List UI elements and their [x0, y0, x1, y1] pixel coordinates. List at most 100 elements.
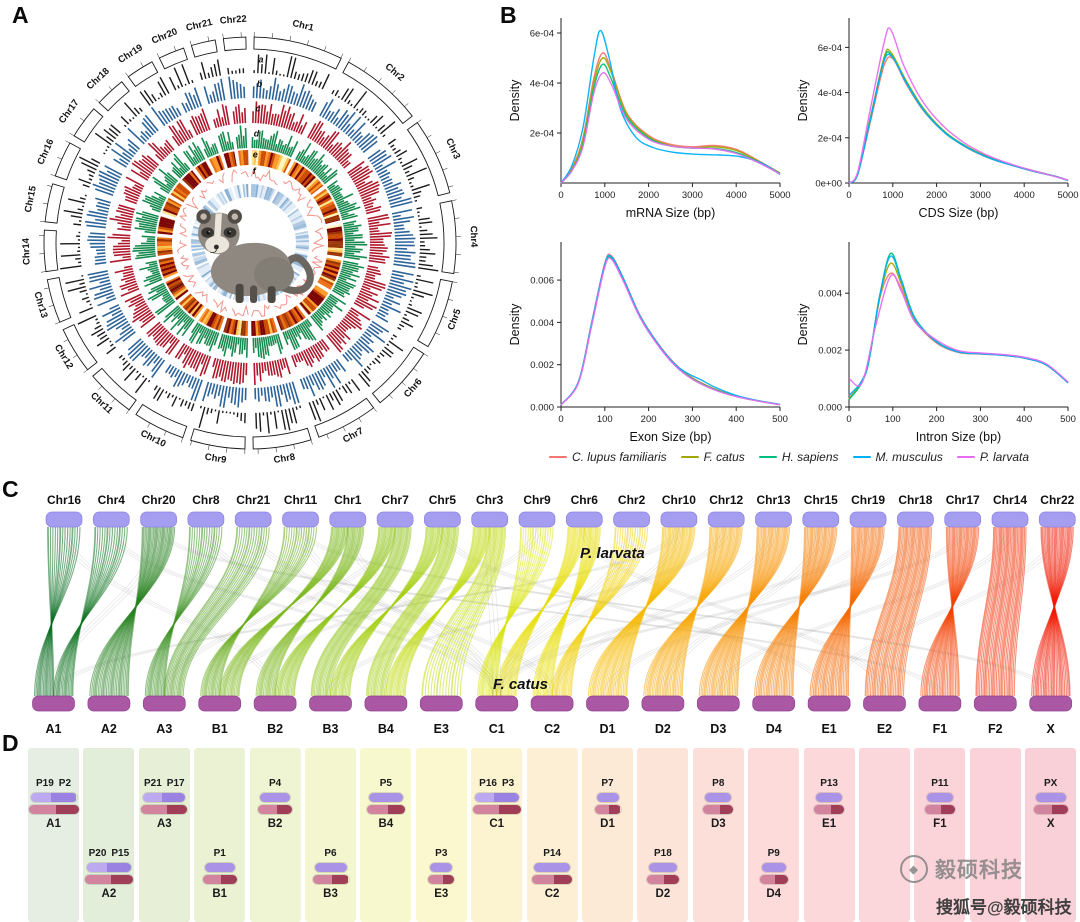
svg-text:d: d: [254, 129, 260, 139]
top-chromosome-block: [92, 511, 130, 528]
density-plot-exon: 0.000 0.002 0.004 0.006 0 100 200 300 400 500 Exon…: [505, 230, 793, 454]
svg-text:200: 200: [641, 414, 657, 425]
legend-color-swatch: [956, 455, 975, 459]
p-chromosome-label: P3: [501, 778, 515, 789]
p-chromosome-labels: P20 P15: [89, 848, 130, 860]
cat-chromosome-bar: [83, 874, 134, 885]
ideogram-block-X: PX X: [1025, 778, 1076, 830]
circos-chromosome-axis: Chr1 Chr2 Chr3 Chr4 Chr5 Chr6 Chr7 Chr8 Chr9 Chr1…: [21, 14, 480, 466]
p-chromosome-bar: [259, 792, 292, 803]
chromosome-segment: [719, 805, 734, 814]
ideogram-column-D4: P9 D4: [748, 748, 800, 922]
top-chromosome-label: Chr3: [476, 493, 504, 507]
bottom-chromosome-block: [142, 695, 186, 712]
top-chromosome-block: [802, 511, 840, 528]
bottom-chromosome-block: [696, 695, 740, 712]
bottom-chromosome-block: [973, 695, 1017, 712]
legend-item: C. lupus familiaris: [548, 450, 667, 464]
top-chromosome-label: Chr20: [142, 493, 176, 507]
p-chromosome-bar: [473, 792, 520, 803]
top-chromosome-label: Chr17: [946, 493, 980, 507]
top-chromosome-label: Chr8: [192, 493, 220, 507]
top-chromosome-label: Chr22: [1040, 493, 1074, 507]
density-series: [560, 72, 781, 184]
p-chromosome-label: P5: [379, 778, 392, 789]
bottom-chromosome-block: [32, 695, 75, 712]
svg-text:4000: 4000: [726, 190, 747, 201]
bottom-chromosome-label: A3: [156, 722, 172, 736]
chromosome-segment: [162, 793, 186, 802]
chromosome-segment: [1035, 793, 1066, 802]
legend-item: P. larvata: [956, 450, 1030, 464]
chromosome-segment: [1052, 805, 1068, 814]
top-chromosome-label: Chr15: [804, 493, 838, 507]
svg-text:0.000: 0.000: [818, 403, 842, 414]
svg-text:Chr17: Chr17: [57, 97, 82, 125]
chromosome-segment: [941, 805, 955, 814]
bottom-chromosome-block: [253, 695, 297, 712]
p-chromosome-label: P8: [712, 778, 725, 789]
density-series: [560, 253, 781, 406]
chromosome-segment: [816, 793, 843, 802]
ideogram-column-F1: P11 F1: [914, 748, 966, 922]
bottom-chromosome-label: B4: [378, 722, 394, 736]
chromosome-segment: [472, 805, 500, 814]
ideogram-column-X: PX X: [1025, 748, 1077, 922]
cat-chromosome-label: D3: [710, 818, 726, 830]
cat-chromosome-bar: [427, 874, 456, 885]
chromosome-segment: [926, 793, 953, 802]
top-chromosome-label: Chr16: [47, 493, 81, 507]
legend-species-name: F. catus: [703, 450, 745, 464]
ideogram-block-B2: P4 B2: [250, 778, 301, 830]
chromosome-segment: [260, 793, 291, 802]
cat-chromosome-label: D1: [600, 818, 615, 830]
chromosome-segment: [924, 805, 942, 814]
svg-text:e: e: [253, 150, 258, 160]
cat-chromosome-bar: [645, 874, 680, 885]
watermark-handle: 搜狐号@毅硕科技区: [936, 898, 1072, 917]
y-axis-label: Density: [508, 79, 522, 121]
chromosome-segment: [442, 875, 455, 884]
top-species-label: P. larvata: [580, 545, 645, 562]
panel-b-label: B: [500, 2, 517, 28]
bottom-chromosome-label: B1: [212, 722, 228, 736]
svg-text:b: b: [257, 79, 263, 89]
svg-text:0.006: 0.006: [530, 276, 554, 287]
p-chromosome-labels: P7: [601, 778, 613, 790]
bottom-chromosome-block: [918, 695, 962, 712]
top-chromosome-label: Chr13: [756, 493, 790, 507]
p-chromosome-label: P20: [88, 848, 107, 859]
chromosome-segment: [276, 805, 293, 814]
density-series: [560, 256, 781, 406]
legend-species-name: P. larvata: [979, 450, 1030, 464]
svg-text:Chr14: Chr14: [21, 237, 33, 265]
svg-text:300: 300: [972, 414, 988, 425]
ideogram-block-A2: P20 P15 A2: [83, 848, 134, 900]
ideogram-block-B1: P1 B1: [194, 848, 245, 900]
svg-text:Chr13: Chr13: [31, 290, 49, 319]
chromosome-segment: [221, 875, 237, 884]
p-chromosome-bar: [533, 862, 572, 873]
top-chromosome-block: [755, 511, 792, 528]
chromosome-segment: [106, 863, 131, 872]
p-chromosome-label: P16: [479, 778, 497, 789]
ideogram-column-D3: P8 D3: [692, 748, 744, 922]
p-chromosome-labels: P13: [820, 778, 838, 790]
density-plot-cds: 0e+00 2e-04 4e-04 6e-04 0 1000 2000 3000 4000 500…: [793, 6, 1080, 230]
legend-item: M. musculus: [852, 450, 943, 464]
top-chromosome-block: [471, 511, 509, 528]
svg-text:Chr19: Chr19: [116, 42, 145, 66]
chromosome-segment: [202, 875, 222, 884]
svg-text:Chr18: Chr18: [85, 66, 112, 92]
svg-text:Chr8: Chr8: [273, 452, 296, 466]
svg-text:300: 300: [684, 414, 700, 425]
p-chromosome-label: P18: [653, 848, 672, 859]
legend-species-name: M. musculus: [875, 450, 943, 464]
density-series: [847, 272, 1068, 399]
p-chromosome-label: P11: [931, 778, 949, 789]
cat-chromosome-label: A1: [46, 818, 61, 830]
p-chromosome-label: P19: [35, 778, 54, 789]
legend-item: F. catus: [680, 450, 745, 464]
chromosome-segment: [474, 793, 495, 802]
